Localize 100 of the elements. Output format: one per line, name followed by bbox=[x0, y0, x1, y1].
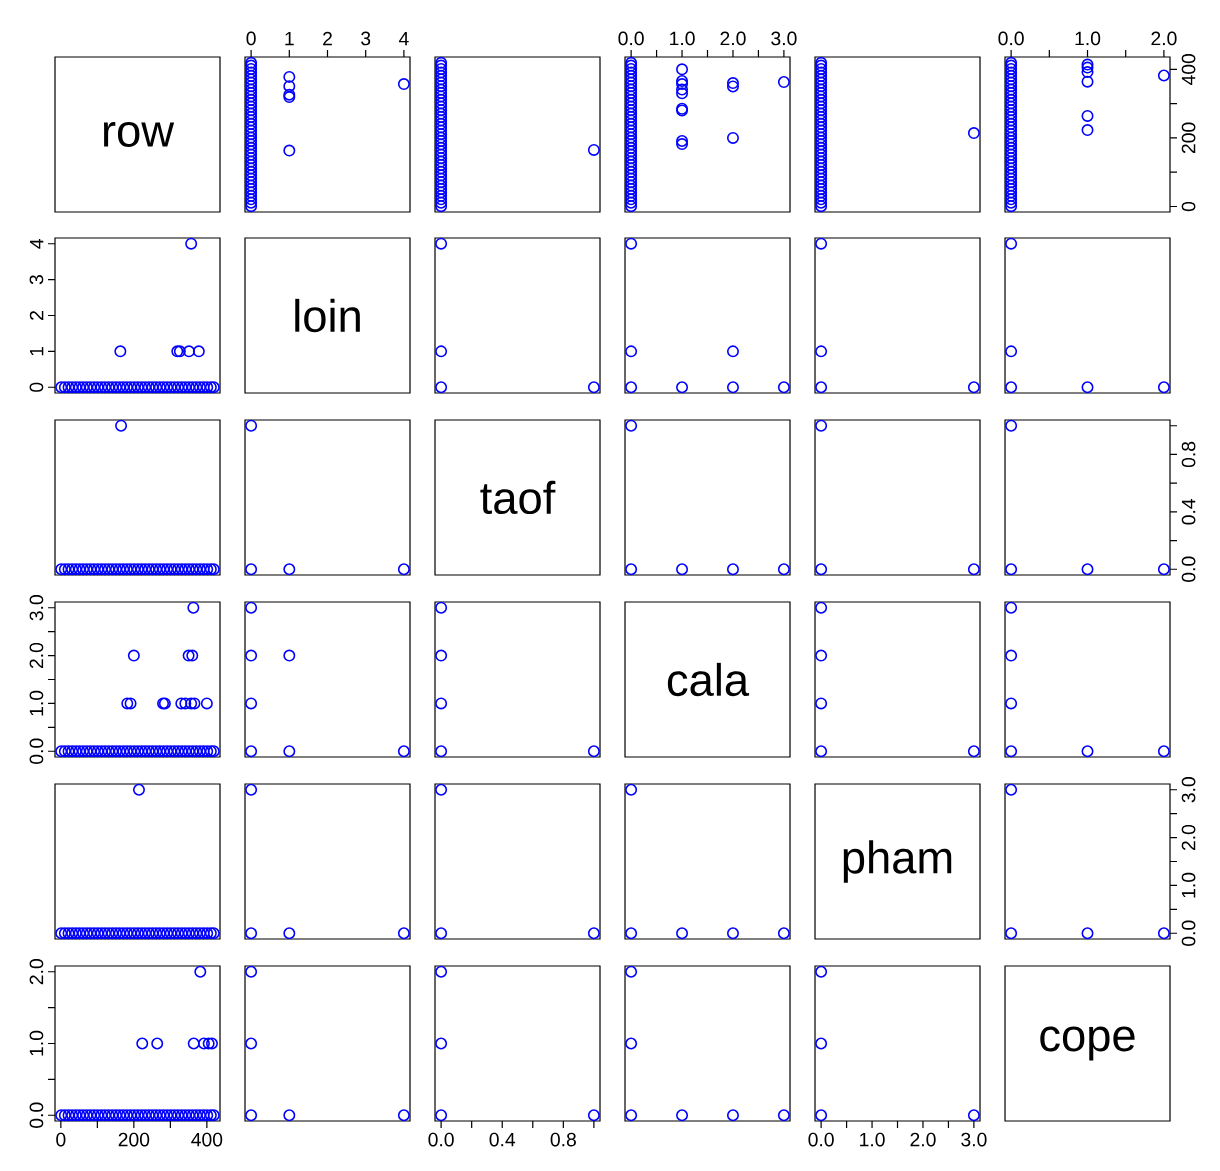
point bbox=[1005, 135, 1018, 147]
point bbox=[676, 87, 689, 100]
point bbox=[151, 1037, 164, 1050]
x-tick-label: 400 bbox=[191, 1132, 223, 1147]
x-tick-label: 0 bbox=[246, 31, 256, 46]
point bbox=[676, 63, 689, 76]
point bbox=[185, 237, 198, 250]
point bbox=[124, 381, 137, 394]
point bbox=[676, 138, 689, 151]
point bbox=[777, 76, 790, 89]
y-tick-label: 4 bbox=[29, 238, 44, 249]
point bbox=[135, 745, 148, 758]
point bbox=[62, 1109, 75, 1122]
x-tick-label: 3.0 bbox=[961, 1132, 987, 1147]
point bbox=[283, 80, 296, 93]
point bbox=[192, 345, 205, 358]
x-tick-label: 3 bbox=[361, 31, 371, 46]
point bbox=[815, 745, 828, 758]
point bbox=[435, 87, 448, 99]
y-tick-label: 3.0 bbox=[29, 595, 44, 621]
point bbox=[283, 144, 296, 157]
x-tick-label: 1 bbox=[285, 31, 294, 46]
point bbox=[135, 1109, 148, 1122]
point bbox=[186, 381, 199, 394]
point bbox=[435, 697, 448, 710]
point bbox=[1157, 745, 1170, 758]
x-tick-label: 2.0 bbox=[910, 1132, 936, 1147]
y-tick-label: 0.8 bbox=[1181, 441, 1196, 468]
y-tick-label: 3.0 bbox=[1181, 777, 1196, 803]
point bbox=[62, 745, 75, 758]
y-tick-label: 400 bbox=[1181, 53, 1196, 86]
point bbox=[967, 127, 980, 140]
text: pham bbox=[843, 840, 952, 883]
point bbox=[197, 745, 210, 758]
point bbox=[157, 381, 170, 394]
y-tick-label: 1.0 bbox=[1181, 872, 1196, 898]
point bbox=[587, 745, 600, 758]
y-tick-label: 3 bbox=[29, 275, 44, 285]
x-tick-label: 1.0 bbox=[1075, 31, 1101, 46]
x-tick-label: 0.8 bbox=[550, 1132, 576, 1147]
point bbox=[157, 745, 170, 758]
point bbox=[73, 745, 86, 758]
point bbox=[625, 135, 638, 147]
point bbox=[245, 135, 258, 147]
point bbox=[95, 381, 108, 394]
point bbox=[1005, 87, 1018, 99]
point bbox=[1005, 111, 1018, 123]
point bbox=[1005, 200, 1018, 213]
point bbox=[1081, 124, 1094, 137]
point bbox=[245, 601, 258, 614]
point bbox=[113, 1109, 126, 1122]
point bbox=[1157, 69, 1170, 82]
point bbox=[84, 381, 97, 394]
point bbox=[127, 649, 140, 662]
point bbox=[136, 1037, 149, 1050]
point bbox=[186, 745, 199, 758]
y-tick-label: 0 bbox=[29, 382, 44, 392]
point bbox=[175, 697, 188, 710]
y-tick-label: 0.0 bbox=[1181, 556, 1196, 582]
point bbox=[815, 697, 828, 710]
x-tick-label: 0.0 bbox=[808, 1132, 834, 1147]
y-tick-label: 0.0 bbox=[1181, 920, 1196, 946]
point bbox=[194, 965, 207, 978]
point bbox=[587, 143, 600, 156]
point bbox=[187, 601, 200, 614]
point bbox=[1081, 745, 1094, 758]
point bbox=[113, 381, 126, 394]
point bbox=[168, 381, 181, 394]
point bbox=[146, 381, 159, 394]
point bbox=[1005, 649, 1018, 662]
y-tick-label: 2.0 bbox=[29, 959, 44, 985]
y-tick-label: 0.0 bbox=[29, 738, 44, 764]
point bbox=[95, 745, 108, 758]
text: cala bbox=[667, 662, 750, 697]
point bbox=[84, 1109, 97, 1122]
point bbox=[157, 1109, 170, 1122]
x-tick-label: 2 bbox=[323, 31, 332, 46]
point bbox=[625, 200, 638, 213]
point bbox=[435, 111, 448, 123]
text: loin bbox=[295, 298, 360, 333]
point bbox=[283, 70, 296, 83]
point bbox=[245, 697, 258, 710]
point bbox=[73, 1109, 86, 1122]
point bbox=[114, 345, 127, 358]
point bbox=[113, 745, 126, 758]
x-tick-label: 2.0 bbox=[1151, 31, 1177, 46]
point bbox=[676, 135, 689, 147]
x-tick-label: 1.0 bbox=[670, 31, 695, 46]
point bbox=[73, 381, 86, 394]
y-tick-label: 1 bbox=[29, 346, 44, 356]
point bbox=[186, 649, 199, 662]
point bbox=[124, 1109, 137, 1122]
point bbox=[168, 745, 181, 758]
point bbox=[435, 200, 448, 213]
point bbox=[187, 1037, 200, 1050]
y-tick-label: 2 bbox=[29, 311, 44, 320]
y-tick-label: 0 bbox=[1181, 201, 1196, 212]
point bbox=[815, 87, 828, 99]
y-tick-label: 0.4 bbox=[1181, 498, 1196, 525]
x-tick-label: 3.0 bbox=[771, 31, 797, 46]
